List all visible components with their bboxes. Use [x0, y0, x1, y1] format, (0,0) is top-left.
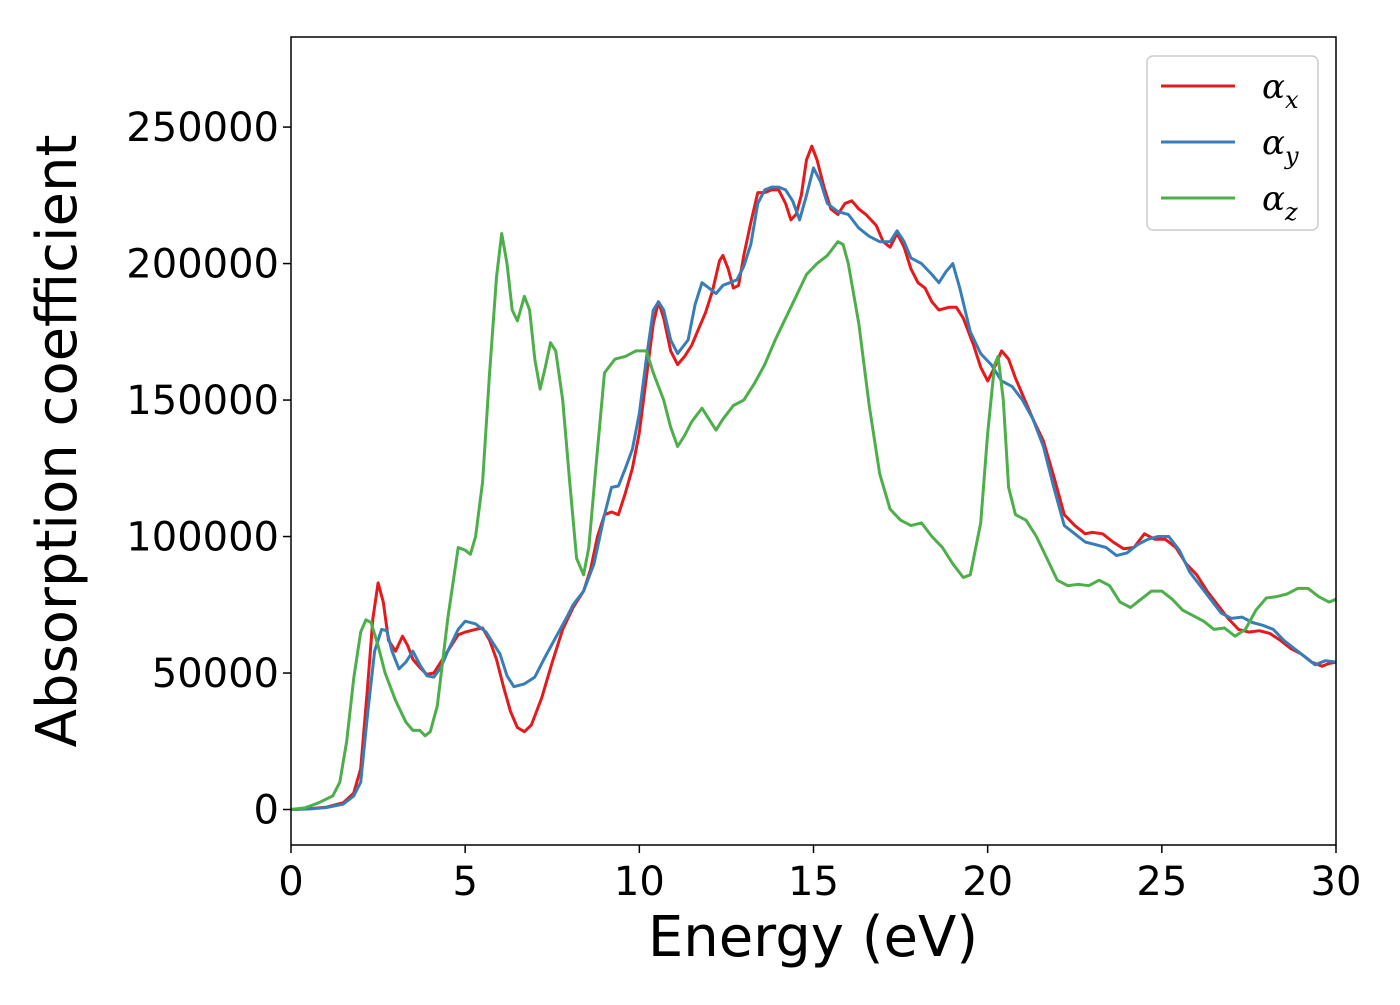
x-tick-label: 20 [962, 859, 1013, 905]
legend: αx αy αz [1146, 55, 1319, 231]
x-axis-title: Energy (eV) [648, 905, 978, 970]
y-tick-label: 250000 [126, 105, 279, 151]
y-tick-label: 50000 [152, 651, 279, 697]
legend-label-y: αy [1262, 123, 1299, 170]
x-tick-label: 10 [614, 859, 665, 905]
legend-label-x: αx [1262, 67, 1299, 114]
y-tick-label: 200000 [126, 242, 279, 288]
legend-label-z: αz [1262, 179, 1298, 226]
y-tick-label: 100000 [126, 515, 279, 561]
x-axis: 0 5 10 15 20 25 30 [278, 845, 1361, 905]
y-tick-label: 150000 [126, 378, 279, 424]
y-tick-label: 0 [254, 788, 279, 834]
series-layer [290, 144, 1337, 811]
x-tick-label: 30 [1311, 859, 1362, 905]
x-tick-label: 15 [788, 859, 839, 905]
series-line-z [290, 232, 1337, 811]
y-axis: 0 50000 100000 150000 200000 250000 [126, 105, 291, 834]
series-line-y [290, 166, 1337, 811]
x-tick-label: 0 [278, 859, 303, 905]
x-tick-label: 5 [452, 859, 477, 905]
x-tick-label: 25 [1136, 859, 1187, 905]
series-line-x [290, 144, 1337, 811]
y-axis-title: Absorption coefficient [25, 135, 90, 748]
